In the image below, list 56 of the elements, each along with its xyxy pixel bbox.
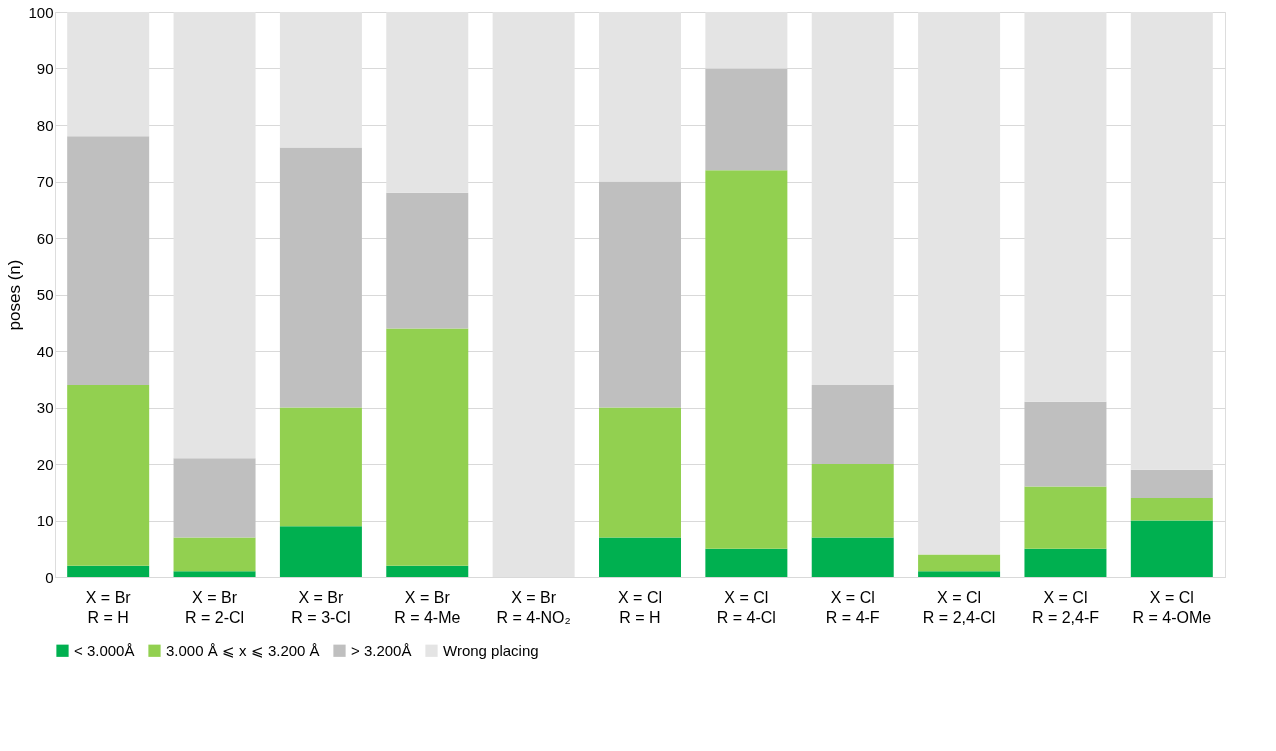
x-tick-label: X = Cl R = 2,4-F [1031,588,1100,626]
bar [599,407,681,538]
y-tick-label: 60 [36,229,54,247]
bar [1024,401,1107,487]
x-tick-label: X = Cl R = 4-F [825,588,880,626]
x-tick-label: X = Br R = 4-Me [394,588,461,626]
bar [811,384,894,464]
bar [279,407,362,527]
legend-label: Wrong placing [443,641,539,659]
bar [811,537,894,577]
bar [599,537,681,577]
bar [173,458,256,538]
bar [811,464,894,538]
legend-label: 3.000 Å ⩽ x ⩽ 3.200 Å [166,641,320,659]
legend-label: < 3.000Å [74,641,135,659]
bar [1024,486,1107,549]
y-tick-label: 50 [36,286,54,303]
y-tick-label: 80 [36,116,54,134]
x-tick-label: X = Br R = 4-NO₂ [496,588,571,626]
x-tick-label: X = Cl R = H [617,588,663,626]
bar [67,384,150,566]
x-tick-label: X = Cl R = 4-Cl [716,588,776,626]
y-tick-label: 0 [45,568,54,586]
y-tick-label: 20 [36,455,54,473]
y-tick-label: 40 [36,342,54,360]
bar [918,571,1001,577]
y-tick-label: 30 [36,399,54,416]
bar [386,328,469,566]
y-tick-label: 70 [36,173,54,190]
x-tick-label: X = Br R = H [85,588,132,626]
bar [386,192,469,329]
bar [279,147,362,408]
bar [173,537,256,572]
bar [705,68,788,171]
x-tick-label: X = Cl R = 4-OMe [1132,588,1212,626]
bar [1130,497,1213,521]
x-tick-label: X = Br R = 3-Cl [291,588,351,626]
bar [386,565,469,577]
y-tick-label: 10 [36,512,54,529]
bar [1130,469,1213,498]
bar [918,554,1001,572]
x-tick-label: X = Cl R = 2,4-Cl [922,588,996,626]
y-tick-label: 90 [36,60,54,77]
bar [279,526,362,577]
y-axis-title: poses (n) [5,259,25,331]
bar [67,136,150,385]
bar [599,181,681,408]
bar [705,170,788,549]
bar [1130,520,1213,577]
bar [705,548,788,577]
y-tick-label: 100 [28,3,54,21]
x-tick-label: X = Br R = 2-Cl [184,588,245,626]
bar [67,565,150,577]
legend-label: > 3.200Å [351,641,412,659]
bar [1024,548,1107,577]
bar [173,571,256,577]
